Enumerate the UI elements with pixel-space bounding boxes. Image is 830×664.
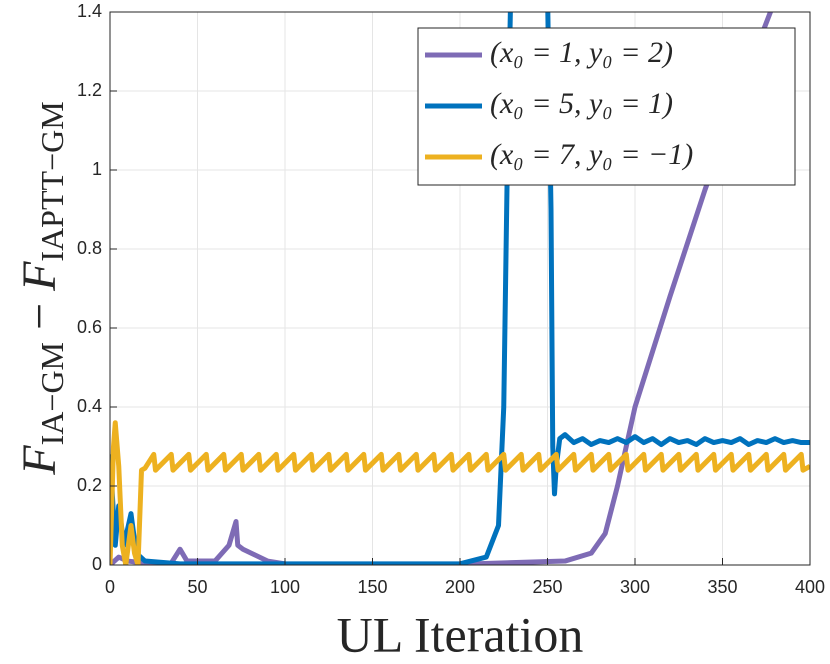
y-tick-label: 1 <box>92 159 102 179</box>
x-tick-label: 350 <box>707 577 737 597</box>
y-tick-label: 0.8 <box>77 238 102 258</box>
x-tick-label: 0 <box>105 577 115 597</box>
y-label-part: IA−GM <box>34 342 70 445</box>
y-tick-label: 1.2 <box>77 80 102 100</box>
y-tick-label: 0.2 <box>77 475 102 495</box>
legend-label: (x₀ = 1, y₀ = 2) <box>490 36 673 69</box>
y-tick-label: 0 <box>92 554 102 574</box>
x-tick-label: 200 <box>445 577 475 597</box>
x-tick-label: 400 <box>795 577 825 597</box>
x-tick-label: 50 <box>187 577 207 597</box>
x-tick-label: 300 <box>620 577 650 597</box>
y-label-part: IAPTT−GM <box>34 101 70 261</box>
legend-label: (x₀ = 7, y₀ = −1) <box>490 138 693 171</box>
y-axis-label: FIA−GM − FIAPTT−GM <box>13 101 70 475</box>
legend-label: (x₀ = 5, y₀ = 1) <box>490 87 673 120</box>
y-label-part: F <box>13 445 66 476</box>
y-label-part: F <box>13 261 66 292</box>
x-tick-label: 100 <box>270 577 300 597</box>
y-tick-label: 0.6 <box>77 317 102 337</box>
x-tick-label: 150 <box>357 577 387 597</box>
x-axis-label: UL Iteration <box>337 606 584 662</box>
x-tick-label: 250 <box>532 577 562 597</box>
y-tick-label: 0.4 <box>77 396 102 416</box>
series-line <box>110 420 810 565</box>
y-label-part: − <box>13 291 66 342</box>
y-tick-label: 1.4 <box>77 1 102 21</box>
